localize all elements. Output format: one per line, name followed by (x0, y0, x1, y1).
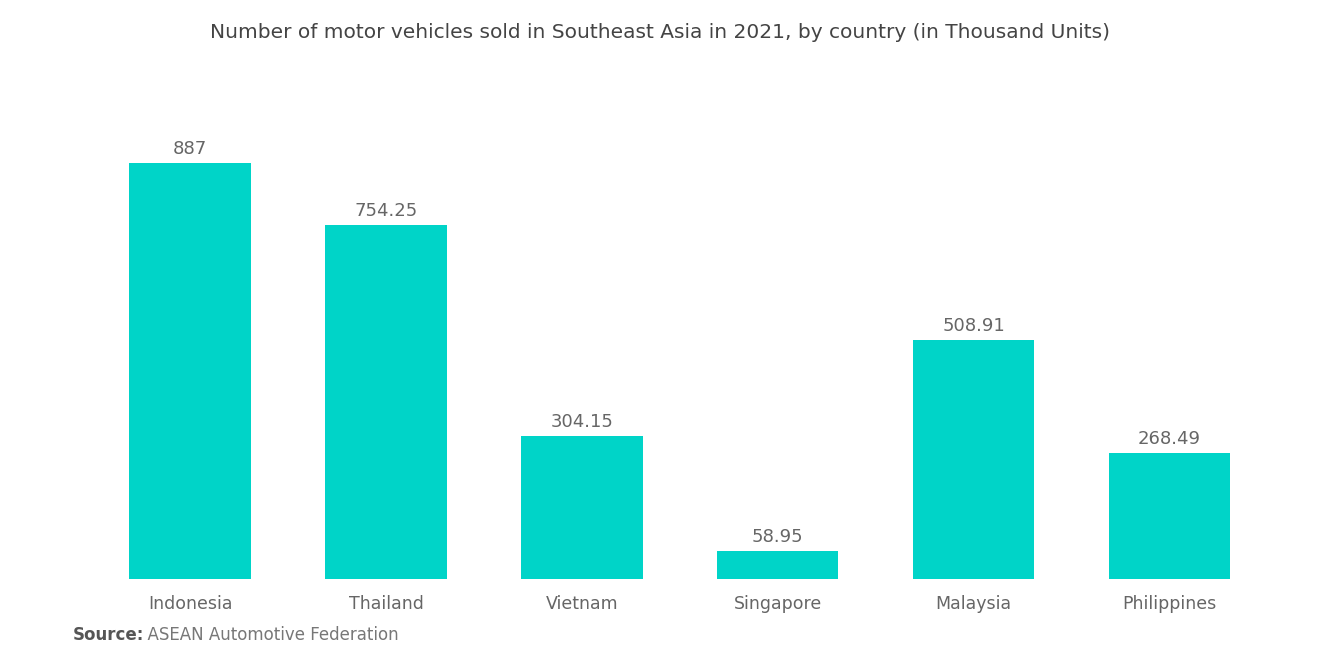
Bar (325, 225, 446, 579)
Text: 887: 887 (173, 140, 207, 158)
Text: 58.95: 58.95 (752, 528, 804, 546)
Bar (717, 551, 838, 579)
Text: 754.25: 754.25 (354, 202, 417, 220)
Bar (913, 340, 1035, 579)
Text: 508.91: 508.91 (942, 317, 1005, 335)
Text: 304.15: 304.15 (550, 414, 614, 432)
Bar (1109, 453, 1230, 579)
Text: Source:: Source: (73, 626, 144, 644)
Bar (521, 436, 643, 579)
Text: Number of motor vehicles sold in Southeast Asia in 2021, by country (in Thousand: Number of motor vehicles sold in Southea… (210, 23, 1110, 43)
Text: 268.49: 268.49 (1138, 430, 1201, 448)
Text: ASEAN Automotive Federation: ASEAN Automotive Federation (137, 626, 399, 644)
Bar (129, 163, 251, 579)
